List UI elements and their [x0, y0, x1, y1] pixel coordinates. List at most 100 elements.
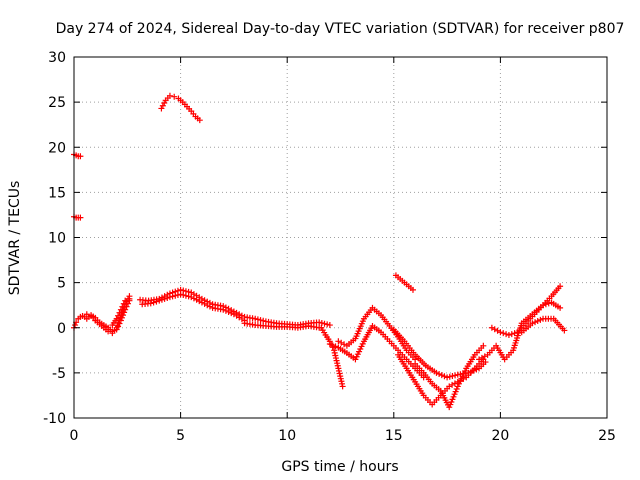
data-point [196, 298, 203, 305]
data-point [77, 214, 84, 221]
data-point [201, 300, 208, 307]
data-point [116, 309, 123, 316]
data-point [220, 306, 227, 313]
data-point [177, 291, 184, 298]
data-point [537, 316, 544, 323]
data-point [482, 359, 489, 366]
data-point [470, 367, 477, 374]
y-tick-label: 30 [48, 50, 66, 66]
data-point [105, 328, 112, 335]
data-point [503, 331, 510, 338]
x-tick-label: 15 [385, 428, 403, 444]
data-point [164, 294, 171, 301]
series-late-f [518, 315, 568, 336]
data-point [190, 295, 197, 302]
data-point [166, 294, 173, 301]
y-axis-label: SDTVAR / TECUs [7, 181, 23, 296]
series-dip-1 [318, 324, 346, 390]
data-point [508, 331, 515, 338]
y-tick-label: 20 [48, 140, 66, 156]
data-point [198, 299, 205, 306]
data-point [561, 327, 568, 334]
data-point [158, 296, 165, 303]
data-point [557, 283, 564, 290]
data-point [446, 373, 453, 380]
data-series [71, 92, 568, 411]
data-point [122, 297, 129, 304]
data-point [409, 286, 416, 293]
y-tick-label: 10 [48, 231, 66, 247]
data-point [321, 320, 328, 327]
data-point [174, 292, 181, 299]
series-arc-25 [158, 92, 203, 124]
data-point [120, 300, 127, 307]
data-point [326, 340, 333, 347]
data-point [161, 100, 168, 107]
data-point [316, 319, 323, 326]
data-point [473, 366, 480, 373]
data-point [326, 322, 333, 329]
series-dip-2 [335, 304, 419, 363]
data-point [529, 320, 536, 327]
data-point [228, 310, 235, 317]
x-axis-label: GPS time / hours [281, 459, 398, 475]
data-point [113, 315, 120, 322]
data-point [433, 369, 440, 376]
data-point [158, 105, 165, 112]
y-tick-label: 15 [48, 185, 66, 201]
data-point [222, 307, 229, 314]
data-point [542, 301, 549, 308]
data-point [511, 330, 518, 337]
data-point [180, 292, 187, 299]
series-hump-a [137, 286, 333, 329]
data-point [480, 342, 487, 349]
data-point [83, 311, 90, 318]
x-tick-label: 5 [176, 428, 185, 444]
grid-lines [74, 57, 607, 418]
data-point [169, 293, 176, 300]
series-hump-b [139, 291, 248, 324]
data-point [225, 308, 232, 315]
data-point [204, 302, 211, 309]
data-point [436, 371, 443, 378]
data-point [115, 312, 122, 319]
data-point [532, 319, 539, 326]
series-dip-3 [326, 322, 427, 381]
data-point [156, 297, 163, 304]
data-point [185, 293, 192, 300]
data-point [77, 153, 84, 160]
data-point [147, 300, 154, 307]
data-point [196, 117, 203, 124]
data-point [329, 342, 336, 349]
x-tick-label: 0 [70, 428, 79, 444]
plot-frame [73, 56, 608, 419]
chart-title: Day 274 of 2024, Sidereal Day-to-day VTE… [56, 21, 625, 37]
data-point [500, 330, 507, 337]
data-point [505, 331, 512, 338]
data-point [188, 294, 195, 301]
data-point [252, 315, 259, 322]
y-tick-label: -10 [43, 411, 66, 427]
series-early-d [109, 295, 133, 329]
data-point [332, 343, 339, 350]
data-point [497, 329, 504, 336]
axis-ticks: 0 5 10 15 20 25 -10 -5 0 5 10 15 20 25 30 [43, 50, 616, 444]
data-point [444, 374, 451, 381]
data-point [557, 304, 564, 311]
data-point [171, 93, 178, 100]
data-point [117, 306, 124, 313]
data-point [449, 373, 456, 380]
y-tick-label: 5 [57, 276, 66, 292]
y-tick-label: 0 [57, 321, 66, 337]
data-point [468, 368, 475, 375]
data-point [172, 292, 179, 299]
series-spike-5 [392, 272, 416, 293]
series-init-12 [71, 213, 84, 221]
data-point [159, 102, 166, 109]
data-point [324, 321, 331, 328]
data-point [257, 317, 264, 324]
series-late-c [390, 326, 489, 381]
data-point [452, 372, 459, 379]
data-point [206, 303, 213, 310]
